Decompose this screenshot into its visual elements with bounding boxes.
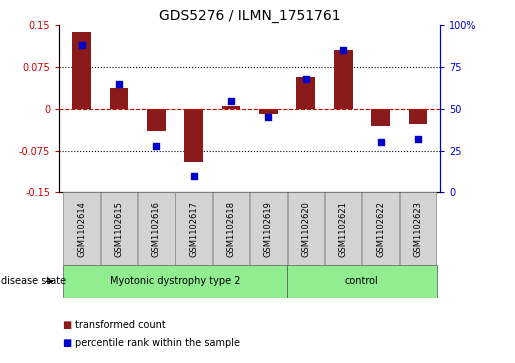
- Bar: [222, 106, 241, 109]
- Text: GSM1102617: GSM1102617: [189, 201, 198, 257]
- Bar: [408, 109, 427, 125]
- Bar: [325, 192, 362, 265]
- Bar: [362, 192, 399, 265]
- Point: [227, 98, 235, 103]
- Text: transformed count: transformed count: [75, 320, 165, 330]
- Point: [264, 114, 272, 120]
- Bar: [72, 32, 91, 109]
- Bar: [371, 109, 390, 126]
- Text: control: control: [345, 276, 379, 286]
- Title: GDS5276 / ILMN_1751761: GDS5276 / ILMN_1751761: [159, 9, 340, 23]
- Bar: [176, 192, 212, 265]
- Text: GSM1102623: GSM1102623: [414, 201, 422, 257]
- Point: [115, 81, 123, 87]
- Bar: [110, 88, 128, 109]
- Text: percentile rank within the sample: percentile rank within the sample: [75, 338, 239, 348]
- Text: GSM1102621: GSM1102621: [339, 201, 348, 257]
- Bar: [287, 265, 437, 298]
- Bar: [147, 109, 166, 131]
- Text: GSM1102618: GSM1102618: [227, 201, 235, 257]
- Text: GSM1102620: GSM1102620: [301, 201, 311, 257]
- Text: GSM1102622: GSM1102622: [376, 201, 385, 257]
- Bar: [184, 109, 203, 162]
- Text: disease state: disease state: [1, 276, 66, 286]
- Bar: [213, 192, 249, 265]
- Text: GSM1102614: GSM1102614: [77, 201, 86, 257]
- Point: [190, 173, 198, 179]
- Text: ■: ■: [62, 320, 71, 330]
- Bar: [400, 192, 436, 265]
- Bar: [297, 77, 315, 109]
- Bar: [250, 192, 287, 265]
- Bar: [63, 192, 100, 265]
- Text: ■: ■: [62, 338, 71, 348]
- Bar: [259, 109, 278, 114]
- Point: [78, 42, 86, 48]
- Bar: [334, 50, 353, 109]
- Point: [302, 76, 310, 82]
- Text: Myotonic dystrophy type 2: Myotonic dystrophy type 2: [110, 276, 241, 286]
- Bar: [138, 192, 175, 265]
- Bar: [101, 192, 138, 265]
- Text: GSM1102616: GSM1102616: [152, 201, 161, 257]
- Text: GSM1102615: GSM1102615: [114, 201, 124, 257]
- Point: [376, 139, 385, 145]
- Point: [152, 143, 161, 148]
- Point: [414, 136, 422, 142]
- Bar: [287, 192, 324, 265]
- Bar: [63, 265, 287, 298]
- Text: GSM1102619: GSM1102619: [264, 201, 273, 257]
- Point: [339, 48, 347, 53]
